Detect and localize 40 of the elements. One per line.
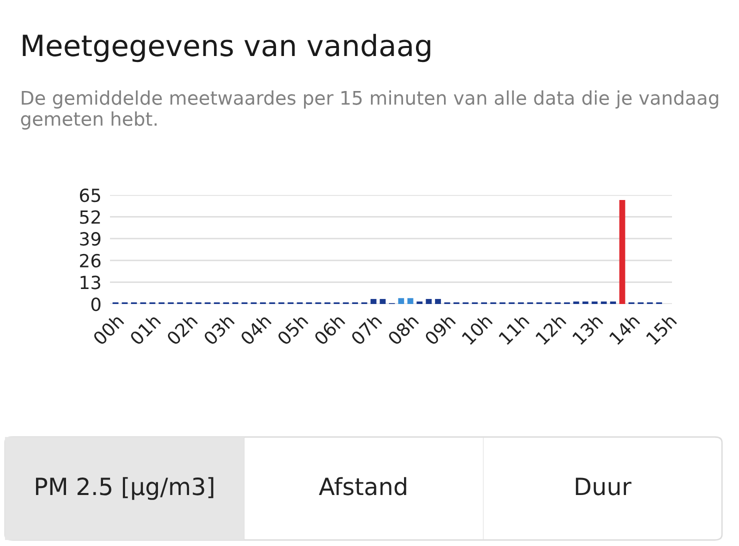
bar xyxy=(610,301,616,304)
x-tick-label: 04h xyxy=(239,313,272,346)
bar xyxy=(426,298,432,304)
x-tick-label: 14h xyxy=(608,313,640,345)
bar xyxy=(435,298,441,304)
bar xyxy=(370,298,376,304)
x-tick-label: 10h xyxy=(461,313,493,346)
y-tick-label: 0 xyxy=(91,297,100,312)
chart-subtitle: De gemiddelde meetwaardes per 15 minuten van alle data die je vandaag gemeten hebt. xyxy=(21,90,718,130)
text: PM 2.5 [µg/m3] xyxy=(36,477,214,500)
x-tick-label: 11h xyxy=(498,313,530,345)
x-tick-label: 06h xyxy=(313,313,346,346)
bar xyxy=(573,301,580,304)
y-tick-label: 39 xyxy=(80,232,100,246)
bar xyxy=(407,298,414,304)
x-tick-label: 02h xyxy=(166,313,198,346)
x-tick-label: 13h xyxy=(572,313,604,346)
y-tick-label: 13 xyxy=(80,276,100,290)
bar xyxy=(398,298,404,304)
x-tick-label: 15h xyxy=(645,313,678,346)
bar xyxy=(416,301,423,304)
bar xyxy=(592,301,598,304)
text: Duur xyxy=(576,478,632,496)
bar xyxy=(582,301,588,304)
bar xyxy=(380,298,386,304)
x-tick-label: 05h xyxy=(276,313,309,346)
bar xyxy=(600,301,607,304)
text: Afstand xyxy=(318,477,406,496)
x-tick-label: 01h xyxy=(128,313,162,346)
y-tick-label: 52 xyxy=(80,210,100,224)
x-tick-label: 03h xyxy=(202,313,235,346)
bar xyxy=(619,200,626,304)
x-tick-label: 00h xyxy=(92,313,124,346)
y-tick-label: 65 xyxy=(80,188,100,202)
x-tick-label: 07h xyxy=(350,313,382,346)
chart-title: Meetgegevens van vandaag xyxy=(22,34,430,62)
y-tick-label: 26 xyxy=(80,254,101,268)
x-tick-label: 12h xyxy=(534,313,566,345)
x-tick-label: 08h xyxy=(386,313,420,346)
x-tick-label: 09h xyxy=(424,313,456,346)
